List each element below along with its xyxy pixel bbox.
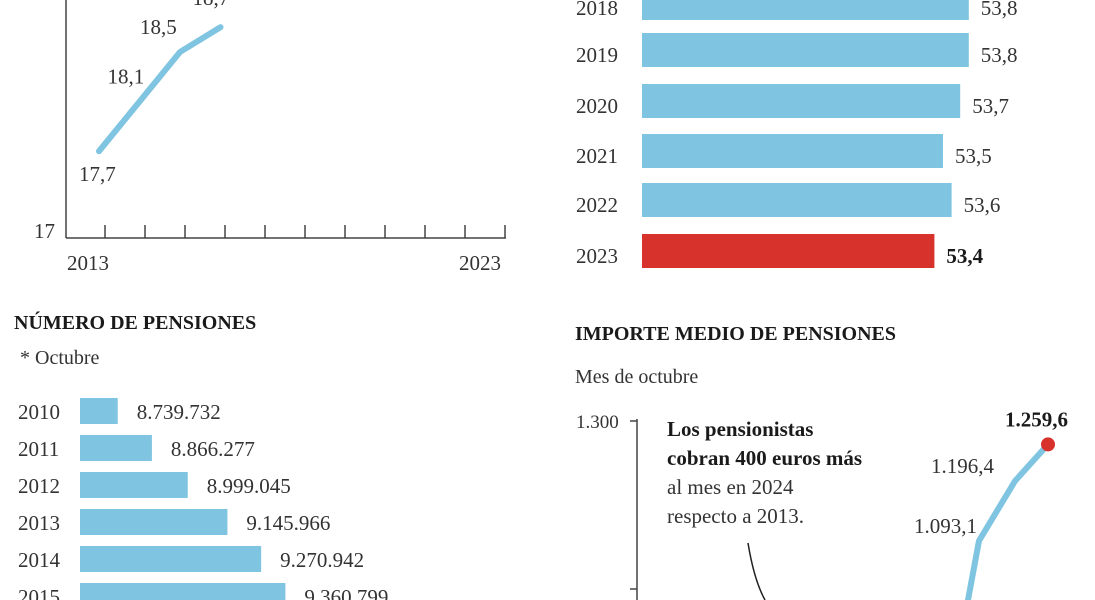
value-label: 53,4 — [946, 244, 983, 268]
bar — [642, 183, 952, 217]
data-label: 18,7 — [193, 0, 230, 10]
chart-subtitle: * Octubre — [20, 347, 100, 369]
category-label: 2020 — [576, 94, 618, 118]
value-label: 8.739.732 — [137, 400, 221, 424]
bar — [642, 33, 969, 67]
category-label: 2019 — [576, 43, 618, 67]
value-label: 53,5 — [955, 144, 992, 168]
average-pension-chart: IMPORTE MEDIO DE PENSIONES Mes de octubr… — [575, 323, 1068, 600]
bar — [642, 0, 969, 20]
data-labels: 17,7 18,1 18,5 18,7 — [79, 0, 229, 186]
value-label: 53,8 — [981, 0, 1018, 20]
chart-title: IMPORTE MEDIO DE PENSIONES — [575, 323, 896, 345]
bar — [80, 472, 188, 498]
category-label: 2011 — [18, 437, 59, 461]
category-label: 2022 — [576, 193, 618, 217]
category-label: 2021 — [576, 144, 618, 168]
chart-title: NÚMERO DE PENSIONES — [14, 310, 256, 334]
annotation-connector — [747, 542, 766, 600]
x-tick-label-start: 2013 — [67, 251, 109, 275]
annotation-line-1: Los pensionistas — [667, 417, 813, 441]
data-label: 18,5 — [140, 15, 177, 39]
line-chart-top-left: 17 2013 2023 17,7 18,1 18,5 18,7 — [34, 0, 506, 275]
value-label: 53,6 — [964, 193, 1001, 217]
annotation-line-2: cobran 400 euros más — [667, 446, 862, 470]
bar — [80, 509, 228, 535]
bar — [80, 583, 286, 600]
value-label: 53,7 — [972, 94, 1009, 118]
bar-chart-top-right: 2018 53,8 2019 53,8 2020 53,7 2021 53,5 2022 53,6… — [576, 0, 1018, 268]
bar — [642, 84, 961, 118]
data-labels: 1.093,1 1.196,4 1.259,6 — [914, 407, 1068, 537]
y-tick-label: 17 — [34, 219, 55, 243]
series-line — [96, 24, 224, 155]
category-label: 2012 — [18, 474, 60, 498]
bar — [80, 435, 152, 461]
value-label: 9.270.942 — [280, 548, 364, 572]
bar — [80, 546, 262, 572]
category-label: 2013 — [18, 511, 60, 535]
bars: 2010 8.739.732 2011 8.866.277 2012 8.999.045 2… — [18, 398, 388, 600]
data-label: 1.259,6 — [1005, 407, 1068, 431]
bar — [80, 398, 118, 424]
value-label: 9.360.799 — [304, 585, 388, 600]
y-tick-label: 1.300 — [576, 412, 619, 433]
data-label: 1.093,1 — [914, 514, 977, 538]
category-label: 2018 — [576, 0, 618, 20]
bar — [642, 134, 943, 168]
pensions-count-chart: NÚMERO DE PENSIONES * Octubre 2010 8.739.… — [14, 310, 388, 600]
series-line — [965, 441, 1051, 600]
category-label: 2014 — [18, 548, 61, 572]
value-label: 8.999.045 — [207, 474, 291, 498]
value-label: 9.145.966 — [246, 511, 330, 535]
annotation-line-4: respecto a 2013. — [667, 504, 804, 528]
annotation-line-3: al mes en 2024 — [667, 475, 794, 499]
data-label: 1.196,4 — [931, 454, 995, 478]
value-label: 53,8 — [981, 43, 1018, 67]
x-tick-label-end: 2023 — [459, 251, 501, 275]
chart-subtitle: Mes de octubre — [575, 366, 698, 388]
data-label: 17,7 — [79, 162, 116, 186]
category-label: 2010 — [18, 400, 60, 424]
endpoint-marker — [1041, 437, 1055, 452]
data-label: 18,1 — [108, 65, 145, 89]
value-label: 8.866.277 — [171, 437, 255, 461]
bar — [642, 234, 935, 268]
category-label: 2015 — [18, 585, 60, 600]
x-ticks — [104, 225, 506, 238]
category-label: 2023 — [576, 244, 618, 268]
